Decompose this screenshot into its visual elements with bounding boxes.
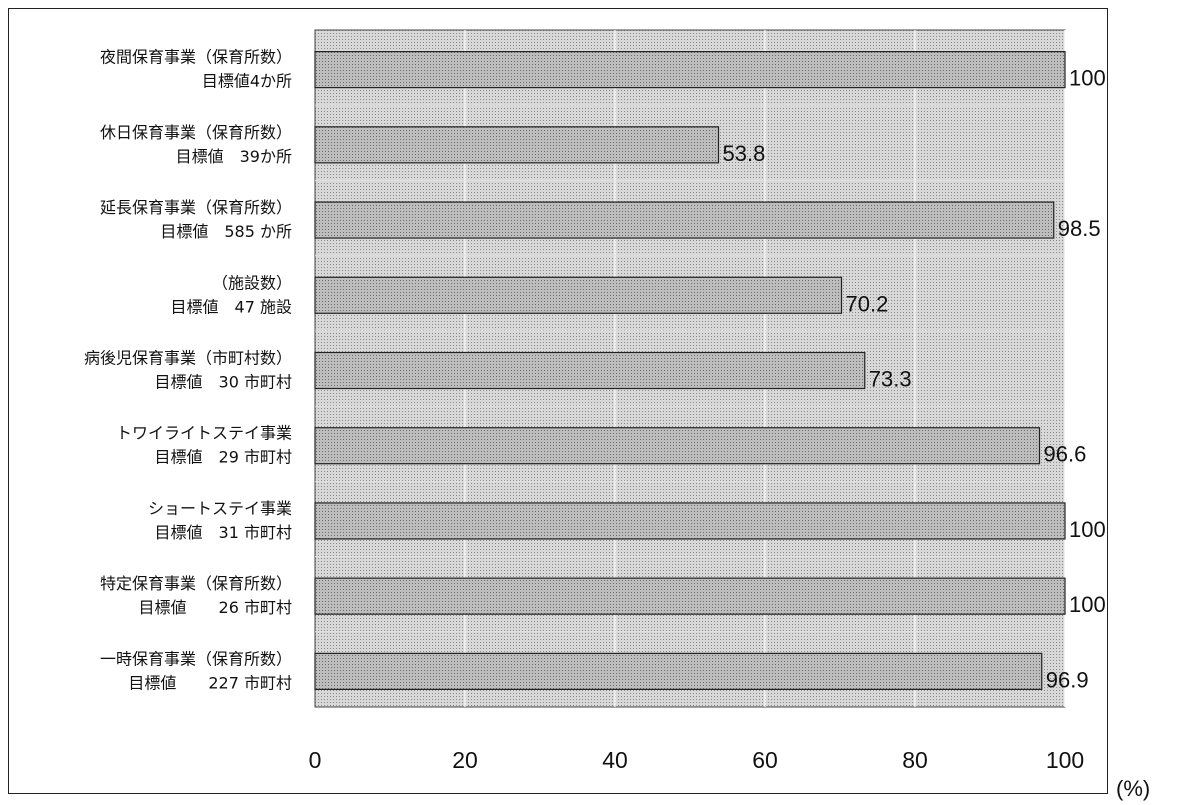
value-label-1: 53.8 xyxy=(723,141,766,166)
x-tick-label-40: 40 xyxy=(602,747,628,773)
bar-4 xyxy=(314,351,866,390)
value-label-6: 100 xyxy=(1069,517,1106,542)
category-label-1-0: 休日保育事業（保育所数） xyxy=(100,123,292,142)
category-label-3-1: 目標値 47 施設 xyxy=(171,297,292,316)
category-label-2-0: 延長保育事業（保育所数） xyxy=(100,198,292,217)
x-tick-label-20: 20 xyxy=(452,747,478,773)
x-tick-label-60: 60 xyxy=(752,747,778,773)
category-label-0-0: 夜間保育事業（保育所数） xyxy=(100,48,292,67)
category-label-8-0: 一時保育事業（保育所数） xyxy=(100,649,292,668)
value-label-3: 70.2 xyxy=(846,291,889,316)
value-label-4: 73.3 xyxy=(869,367,912,392)
bar-1 xyxy=(314,126,720,164)
bar-0 xyxy=(314,51,1066,89)
x-tick-label-80: 80 xyxy=(902,747,928,773)
unit-label: (%) xyxy=(1116,776,1150,801)
category-label-4-0: 病後児保育事業（市町村数） xyxy=(84,349,292,368)
value-label-5: 96.6 xyxy=(1044,442,1087,467)
category-label-3-0: （施設数） xyxy=(212,273,292,292)
bar-8 xyxy=(314,652,1043,690)
category-label-6-0: ショートステイ事業 xyxy=(148,499,292,518)
bar-5 xyxy=(314,427,1041,465)
category-label-7-1: 目標値 26 市町村 xyxy=(139,598,292,617)
category-label-0-1: 目標値4か所 xyxy=(202,72,292,91)
category-label-6-1: 目標値 31 市町村 xyxy=(155,523,292,542)
value-label-8: 96.9 xyxy=(1046,667,1089,692)
chart-frame xyxy=(8,8,1108,794)
bar-7 xyxy=(314,577,1066,615)
category-label-5-1: 目標値 29 市町村 xyxy=(155,448,292,467)
value-label-2: 98.5 xyxy=(1058,216,1101,241)
category-label-2-1: 目標値 585 か所 xyxy=(160,222,292,241)
bar-3 xyxy=(314,276,843,314)
value-label-0: 100 xyxy=(1069,66,1106,91)
category-label-7-0: 特定保育事業（保育所数） xyxy=(100,574,292,593)
bar-2 xyxy=(314,201,1055,239)
x-tick-label-0: 0 xyxy=(309,747,322,773)
value-label-7: 100 xyxy=(1069,592,1106,617)
category-label-1-1: 目標値 39か所 xyxy=(176,147,292,166)
category-label-4-1: 目標値 30 市町村 xyxy=(155,373,292,392)
bar-6 xyxy=(314,502,1066,540)
x-tick-label-100: 100 xyxy=(1046,747,1084,773)
category-label-8-1: 目標値 227 市町村 xyxy=(128,673,292,692)
category-label-5-0: トワイライトステイ事業 xyxy=(116,424,292,443)
